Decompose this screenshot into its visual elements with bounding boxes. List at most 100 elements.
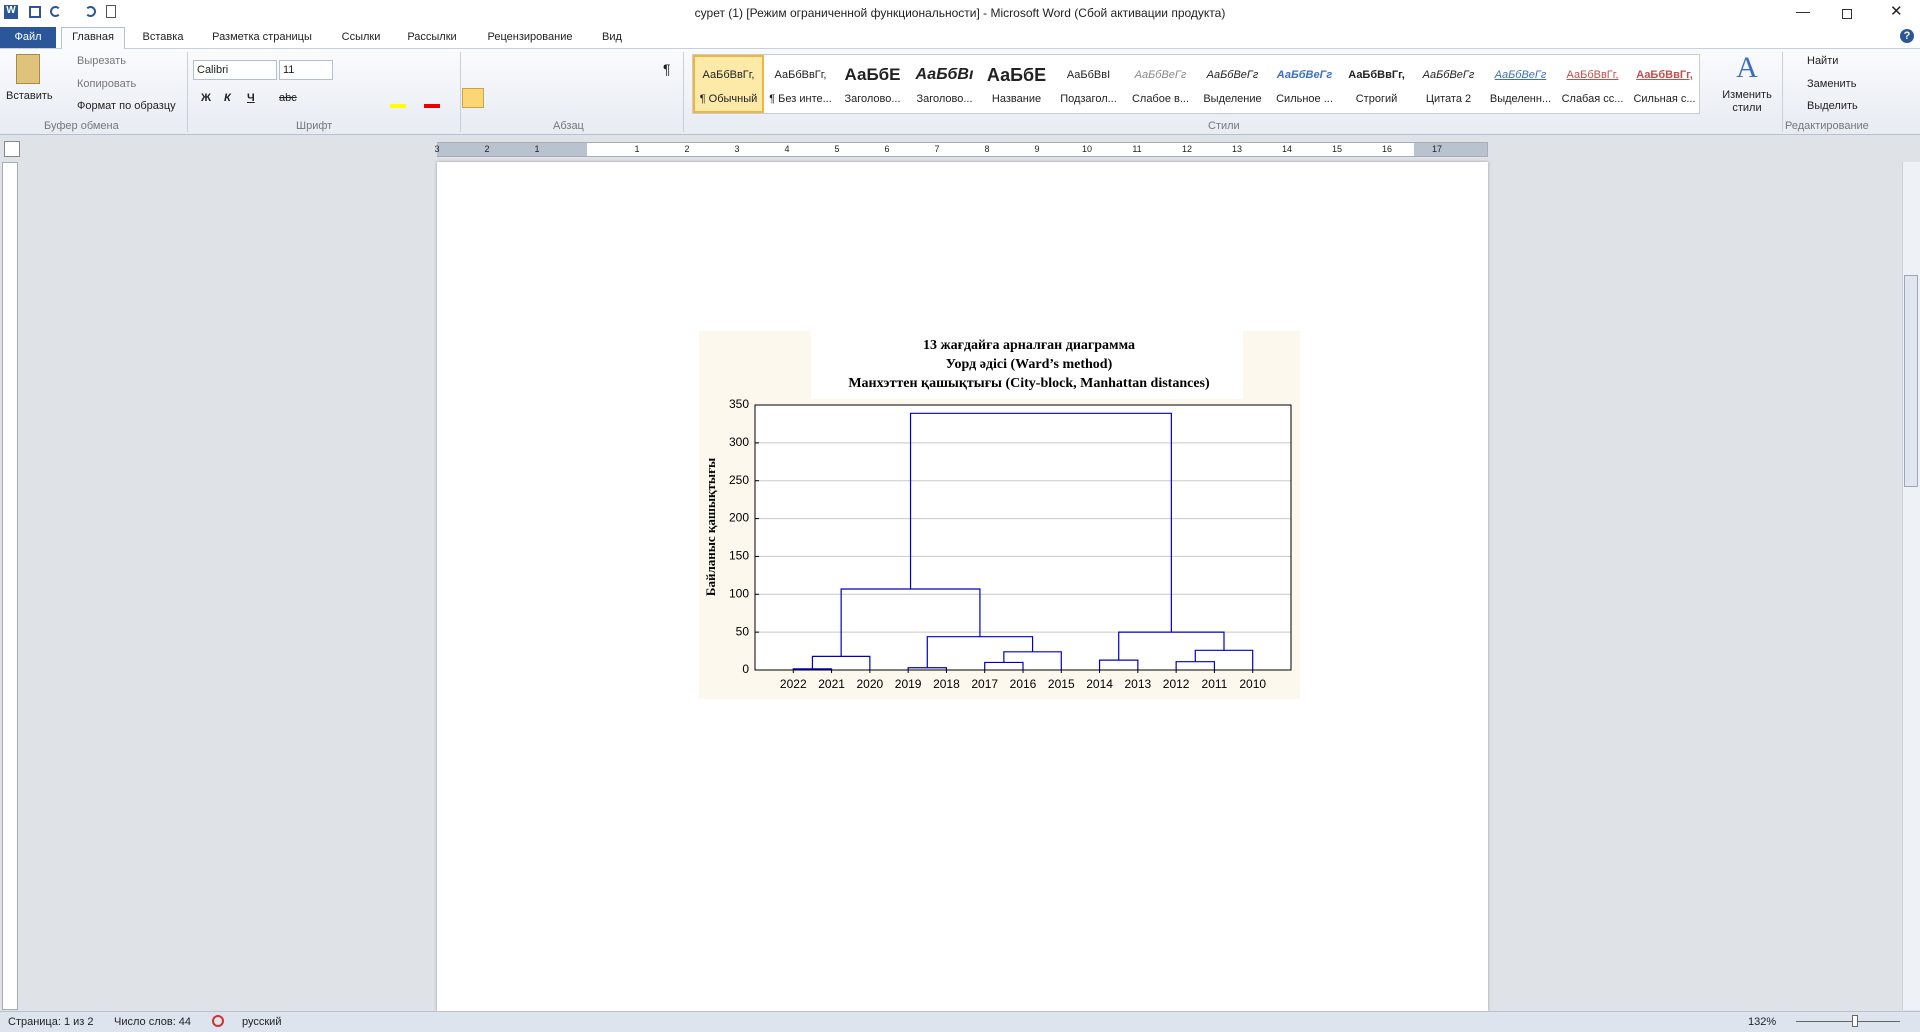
ribbon-tab[interactable]: Рецензирование [487,31,573,43]
dendrogram-link [926,636,1034,668]
ruler-label: 10 [1081,144,1092,154]
styles-gallery [692,54,1700,114]
active-tab-bg[interactable] [61,27,125,49]
y-tick-label: 100 [729,586,749,600]
group-label: Буфер обмена [44,120,119,132]
highlight-icon[interactable] [390,104,406,108]
x-tick-label: 2010 [1239,677,1266,691]
style-sample[interactable]: АаБбВвІ [1066,69,1111,81]
y-tick-label: 350 [729,397,749,411]
scroll-thumb[interactable] [1904,275,1918,487]
y-tick-label: 0 [742,662,749,676]
app-icon[interactable]: W [4,5,18,19]
strike-button[interactable]: abc [279,92,297,104]
x-tick-label: 2015 [1048,677,1075,691]
copy-button[interactable]: Копировать [77,78,137,90]
style-name[interactable]: Слабое в... [1131,93,1190,105]
font-size: 11 [283,64,295,76]
cut-button[interactable]: Вырезать [77,55,126,67]
style-name[interactable]: ¶ Обычный [699,93,758,105]
dendrogram-link [1118,631,1225,661]
ribbon-tab[interactable]: Рассылки [407,31,457,43]
restore-button[interactable] [1842,9,1852,19]
style-name[interactable]: Выделенн... [1489,93,1552,105]
ruler-corner[interactable] [4,141,20,157]
paste-button[interactable]: Вставить [6,90,53,102]
font-name: Calibri [197,64,229,76]
find-button[interactable]: Найти [1807,55,1839,67]
save-icon[interactable] [29,6,41,18]
ribbon-tab[interactable]: Ссылки [341,31,381,43]
chart-title: Манхэттен қашықтығы (City-block, Manhatt… [848,376,1210,391]
ruler-label: 15 [1331,144,1342,154]
ribbon-tab[interactable]: Вставка [142,31,184,43]
new-doc-icon[interactable] [106,5,116,18]
style-name[interactable]: Сильное ... [1276,93,1333,105]
change-styles-button[interactable]: Изменить стили [1722,89,1772,114]
style-name[interactable]: Сильная с... [1633,93,1696,105]
ribbon-tab[interactable]: Главная [72,31,114,43]
minimize-button[interactable]: — [1796,3,1810,19]
y-tick-label: 250 [729,473,749,487]
style-name[interactable]: Цитата 2 [1425,93,1472,105]
italic-button[interactable]: К [224,92,231,104]
style-name[interactable]: Слабая сс... [1561,93,1624,105]
paste-icon[interactable] [16,54,40,84]
style-sample[interactable]: АаБбВвГг, [1348,69,1405,81]
align-left-button[interactable] [462,88,484,108]
zoom-slider[interactable] [1796,1021,1900,1022]
style-name[interactable]: Заголово... [844,93,901,105]
help-icon[interactable]: ? [1900,29,1914,43]
style-sample[interactable]: АаБбЕ [844,68,901,82]
style-sample[interactable]: АаБбВеГг [1276,69,1333,81]
style-sample[interactable]: АаБбВеГг [1422,69,1475,81]
ruler-label: 14 [1281,144,1292,154]
font-color-icon[interactable] [424,104,440,108]
underline-button[interactable]: Ч [247,92,255,104]
close-button[interactable]: ✕ [1890,3,1903,20]
style-sample[interactable]: АаБбВвГг, [774,69,827,81]
ruler-label: 9 [1034,144,1040,154]
x-tick-label: 2011 [1202,677,1228,691]
style-name[interactable]: ¶ Без инте... [769,93,832,105]
format-painter-button[interactable]: Формат по образцу [77,100,176,112]
ribbon-tab[interactable]: Файл [14,31,42,43]
file-tab-bg[interactable] [0,27,56,48]
group-label: Стили [1208,120,1240,132]
undo-icon[interactable] [50,6,61,17]
style-sample[interactable]: АаБбВвГг, [1636,69,1693,81]
x-tick-label: 2019 [895,677,922,691]
word-count[interactable]: Число слов: 44 [114,1016,192,1028]
show-marks-button[interactable]: ¶ [663,61,671,77]
replace-button[interactable]: Заменить [1807,78,1857,90]
separator [683,52,684,132]
style-name[interactable]: Выделение [1203,93,1262,105]
style-name[interactable]: Строгий [1355,93,1398,105]
style-sample[interactable]: АаБбЕ [986,68,1047,82]
font-size-box[interactable] [279,60,333,80]
style-sample[interactable]: АаБбВвГг, [702,69,755,81]
ribbon-tab[interactable]: Вид [602,31,622,43]
style-sample[interactable]: АаБбВеГг [1134,69,1187,81]
style-sample[interactable]: АаБбВı [915,68,974,82]
select-button[interactable]: Выделить [1807,100,1858,112]
zoom-thumb[interactable] [1852,1015,1858,1027]
style-name[interactable]: Название [991,93,1042,105]
zoom-level[interactable]: 132% [1748,1016,1777,1028]
change-styles-icon[interactable]: A [1736,51,1758,84]
selected-style[interactable] [693,55,764,113]
style-sample[interactable]: АаБбВвГг, [1566,69,1619,81]
separator [1782,52,1783,132]
font-name-box[interactable] [193,60,277,80]
style-sample[interactable]: АаБбВеГг [1494,69,1547,81]
language[interactable]: русский [242,1016,282,1028]
page-count[interactable]: Страница: 1 из 2 [8,1016,94,1028]
plot-frame [754,404,1292,671]
style-name[interactable]: Заголово... [916,93,973,105]
ribbon-tab[interactable]: Разметка страницы [212,31,312,43]
bold-button[interactable]: Ж [201,92,211,104]
redo-icon[interactable] [85,6,96,17]
style-name[interactable]: Подзагол... [1060,93,1117,105]
style-sample[interactable]: АаБбВеГг [1206,69,1259,81]
proofing-icon[interactable] [212,1015,224,1027]
